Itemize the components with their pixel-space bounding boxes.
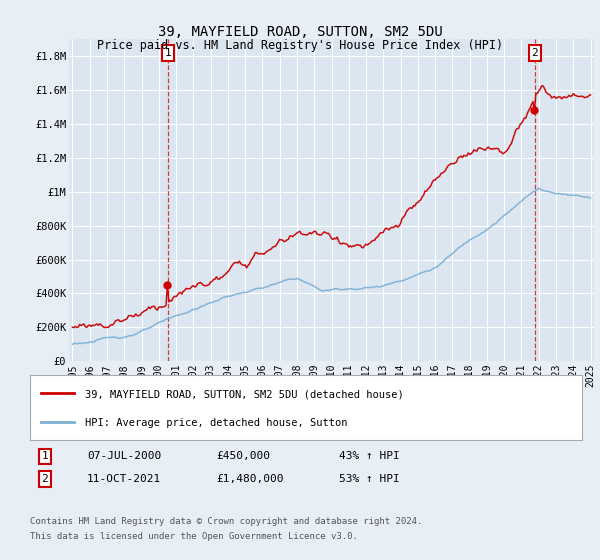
Text: 2: 2	[532, 48, 538, 58]
Text: This data is licensed under the Open Government Licence v3.0.: This data is licensed under the Open Gov…	[30, 532, 358, 541]
Text: 2: 2	[41, 474, 49, 484]
Text: 53% ↑ HPI: 53% ↑ HPI	[339, 474, 400, 484]
Text: £1,480,000: £1,480,000	[216, 474, 284, 484]
Text: 43% ↑ HPI: 43% ↑ HPI	[339, 451, 400, 461]
Text: 11-OCT-2021: 11-OCT-2021	[87, 474, 161, 484]
Text: 39, MAYFIELD ROAD, SUTTON, SM2 5DU (detached house): 39, MAYFIELD ROAD, SUTTON, SM2 5DU (deta…	[85, 390, 404, 399]
Text: 1: 1	[41, 451, 49, 461]
Text: 39, MAYFIELD ROAD, SUTTON, SM2 5DU: 39, MAYFIELD ROAD, SUTTON, SM2 5DU	[158, 25, 442, 39]
Text: 1: 1	[164, 48, 171, 58]
Text: Price paid vs. HM Land Registry's House Price Index (HPI): Price paid vs. HM Land Registry's House …	[97, 39, 503, 52]
Text: £450,000: £450,000	[216, 451, 270, 461]
Text: Contains HM Land Registry data © Crown copyright and database right 2024.: Contains HM Land Registry data © Crown c…	[30, 517, 422, 526]
Text: HPI: Average price, detached house, Sutton: HPI: Average price, detached house, Sutt…	[85, 418, 348, 428]
Text: 07-JUL-2000: 07-JUL-2000	[87, 451, 161, 461]
